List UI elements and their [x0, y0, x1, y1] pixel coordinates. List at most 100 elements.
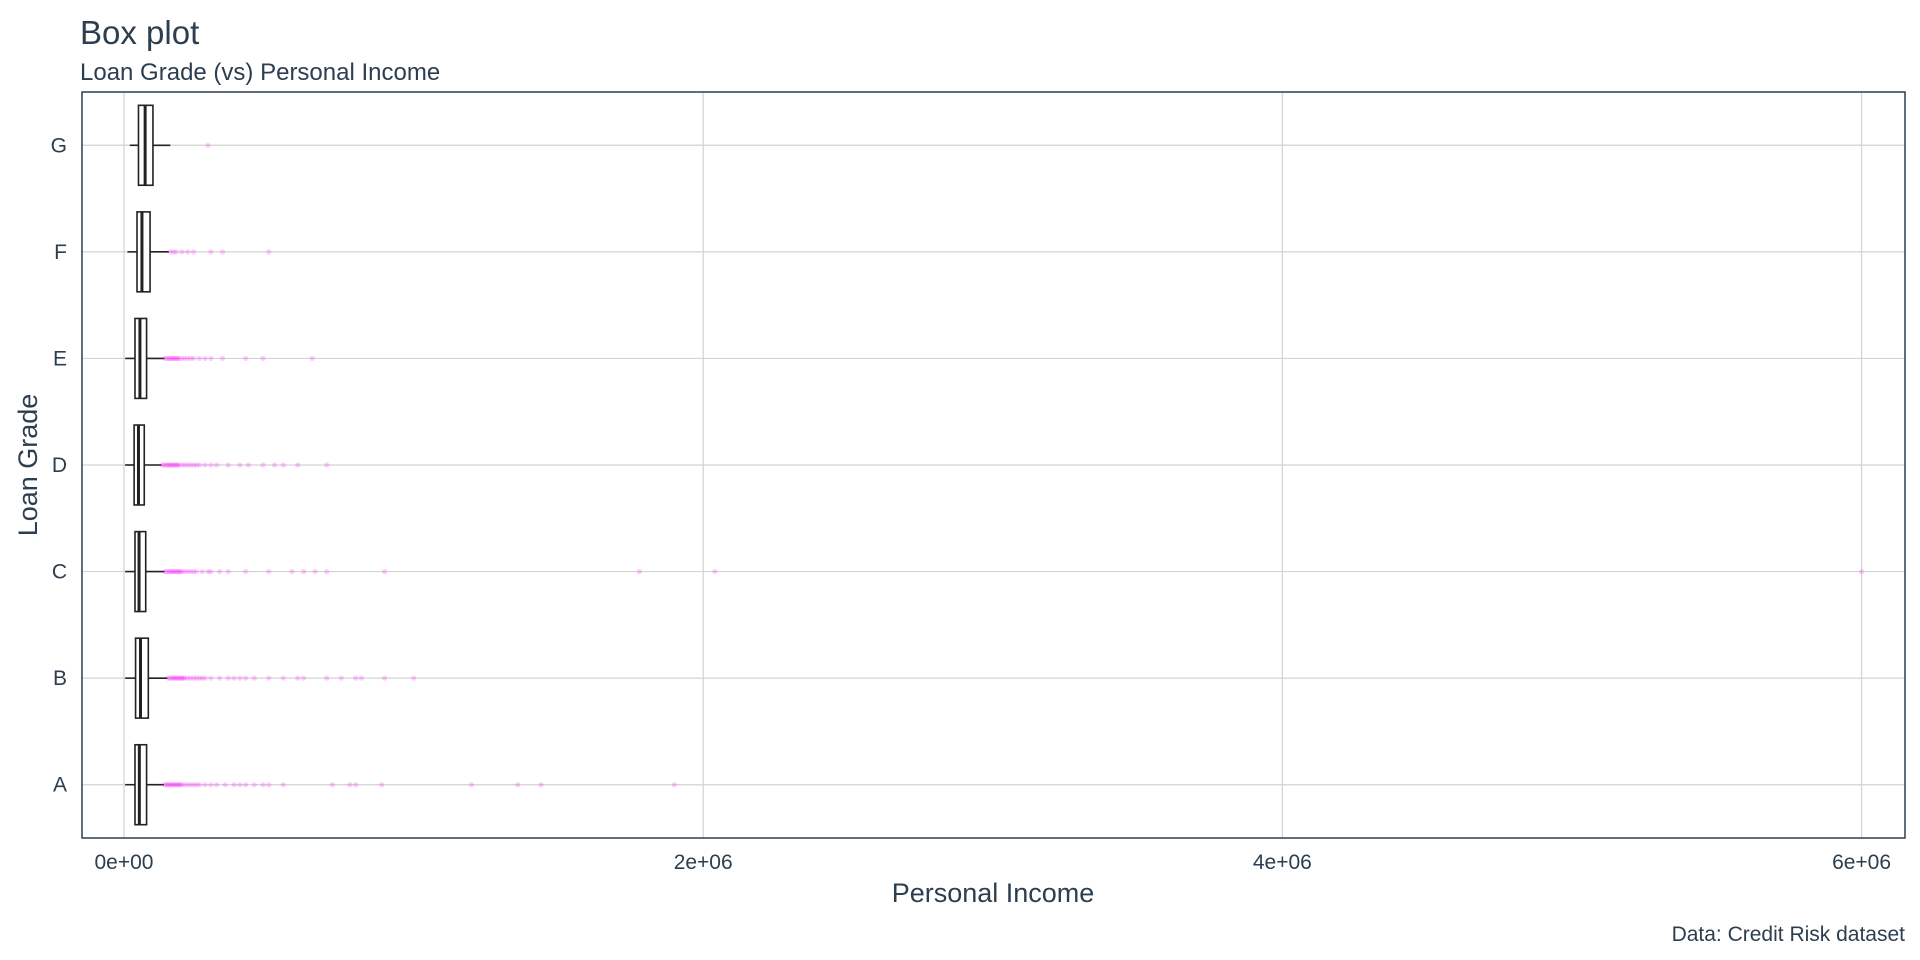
- outlier-point: [214, 782, 220, 788]
- y-tick-label: E: [53, 347, 67, 370]
- outlier-point: [468, 782, 475, 788]
- outlier-point: [177, 568, 184, 575]
- outlier-point: [208, 568, 214, 575]
- outlier-point: [205, 568, 211, 575]
- y-tick-label: A: [53, 774, 67, 797]
- outlier-point: [164, 355, 170, 362]
- outlier-point: [208, 675, 214, 681]
- outlier-point: [185, 568, 191, 575]
- outlier-point: [177, 675, 184, 681]
- box-c: [125, 530, 165, 613]
- outlier-point: [190, 568, 197, 575]
- outlier-point: [172, 782, 178, 788]
- outlier-point: [196, 675, 202, 681]
- outlier-point: [222, 782, 228, 788]
- outlier-point: [271, 462, 278, 468]
- outlier-point: [379, 782, 385, 788]
- x-tick-labels: 0e+00 2e+06 4e+06 6e+06: [94, 851, 1891, 874]
- outlier-point: [237, 675, 243, 681]
- box-a: [125, 743, 164, 826]
- outlier-point: [289, 568, 295, 575]
- outlier-point: [245, 462, 252, 468]
- outlier-point: [216, 675, 223, 681]
- outlier-point: [179, 675, 185, 681]
- outlier-point: [280, 462, 286, 468]
- outlier-point: [199, 675, 205, 681]
- outlier-point: [190, 675, 197, 681]
- outlier-point: [172, 355, 178, 362]
- outlier-point: [179, 782, 185, 788]
- chart-caption: Data: Credit Risk dataset: [1672, 923, 1906, 946]
- outlier-point: [170, 355, 176, 362]
- outlier-point: [280, 675, 286, 681]
- box-e: [125, 317, 165, 400]
- x-tick-label: 4e+06: [1253, 851, 1312, 874]
- outlier-point: [187, 568, 194, 575]
- outlier-point: [193, 782, 199, 788]
- y-tick-labels: A B C D E F G: [51, 134, 67, 796]
- outlier-point: [170, 675, 176, 681]
- outlier-point: [353, 675, 359, 681]
- chart-title: Box plot: [80, 14, 199, 51]
- outlier-point: [300, 568, 307, 575]
- x-tick-label: 6e+06: [1832, 851, 1891, 874]
- outlier-point: [179, 568, 185, 575]
- outlier-point: [225, 675, 231, 681]
- box-d: [125, 424, 162, 506]
- outlier-point: [202, 782, 208, 788]
- outlier-point: [280, 782, 286, 788]
- outlier-point: [515, 782, 521, 788]
- outlier-point: [231, 782, 237, 788]
- outlier-point: [353, 782, 359, 788]
- outlier-point: [166, 782, 172, 788]
- outlier-point: [173, 249, 179, 255]
- outlier-point: [167, 462, 173, 468]
- outlier-point: [177, 782, 184, 788]
- outlier-point: [208, 782, 214, 788]
- box-b: [125, 637, 168, 719]
- x-tick-label: 2e+06: [674, 851, 733, 874]
- y-tick-label: G: [51, 134, 67, 157]
- outlier-point: [347, 782, 353, 788]
- outlier-point: [176, 568, 182, 575]
- outlier-point: [159, 462, 165, 468]
- outlier-point: [185, 249, 191, 255]
- outlier-point: [237, 782, 243, 788]
- outlier-point: [187, 355, 194, 362]
- outlier-point: [295, 675, 301, 681]
- outlier-point: [164, 568, 170, 575]
- outlier-point: [358, 675, 365, 681]
- outlier-point: [208, 355, 214, 362]
- outlier-point: [180, 675, 186, 681]
- outlier-point: [163, 782, 169, 788]
- outlier-point: [225, 462, 231, 468]
- outlier-point: [164, 782, 171, 788]
- outlier-point: [176, 462, 182, 468]
- outlier-point: [312, 568, 318, 575]
- outlier-point: [324, 462, 330, 468]
- outlier-point: [324, 675, 330, 681]
- outlier-point: [202, 355, 208, 362]
- outlier-point: [167, 568, 173, 575]
- outlier-point: [173, 675, 179, 681]
- outlier-point: [202, 462, 208, 468]
- outlier-point: [266, 782, 272, 788]
- outlier-point: [167, 782, 173, 788]
- outlier-point: [338, 675, 344, 681]
- outlier-point: [187, 782, 194, 788]
- outlier-point: [185, 462, 191, 468]
- outlier-point: [185, 355, 191, 362]
- outlier-point: [170, 249, 176, 255]
- outlier-point: [165, 675, 171, 681]
- outlier-point: [237, 462, 243, 468]
- outlier-point: [170, 568, 176, 575]
- outlier-point: [382, 568, 388, 575]
- outlier-point: [190, 355, 197, 362]
- outlier-point: [208, 462, 214, 468]
- outlier-point: [190, 462, 197, 468]
- grid-lines: [82, 92, 1905, 838]
- outlier-point: [167, 675, 173, 681]
- x-tick-label: 0e+00: [94, 851, 153, 874]
- outlier-point: [179, 249, 185, 255]
